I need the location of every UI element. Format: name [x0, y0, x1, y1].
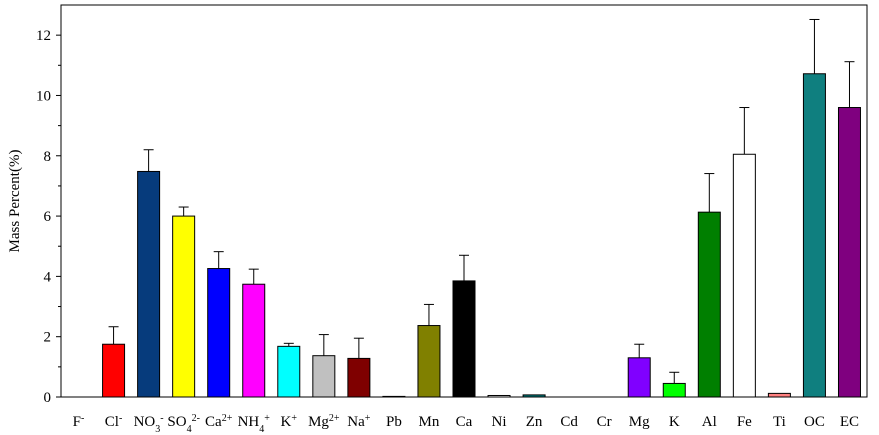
y-tick-label: 0 — [44, 390, 52, 406]
x-tick-label: Na+ — [347, 413, 371, 431]
x-tick-label: OC — [804, 414, 825, 430]
error-bar-no-ion-2 — [143, 149, 154, 172]
y-tick-label: 12 — [36, 28, 51, 44]
y-tick-label: 6 — [44, 209, 52, 225]
bar-mg-16 — [627, 357, 651, 398]
bar-k-17 — [662, 382, 686, 398]
x-tick-label: Mn — [419, 414, 440, 430]
x-tick-label: Ca — [456, 414, 473, 430]
x-tick-label: NH4+ — [238, 413, 271, 435]
y-tick-label: 2 — [44, 330, 52, 346]
x-tick-label: Al — [702, 414, 717, 430]
error-bar-ec-22 — [844, 61, 855, 108]
x-tick-label: Fe — [737, 414, 752, 430]
y-axis-ticks: 0 2 4 6 8 10 12 — [36, 28, 61, 406]
error-bar-k-ion-6 — [283, 342, 294, 347]
bar-mg-ion-7 — [312, 355, 336, 398]
y-tick-label: 4 — [44, 269, 52, 285]
x-tick-label: Cr — [597, 414, 612, 430]
y-tick-label: 10 — [36, 88, 51, 104]
plot-frame — [60, 4, 868, 398]
x-tick-label: SO42- — [167, 413, 200, 435]
x-tick-label: Cl- — [105, 413, 123, 431]
x-tick-label: NO3- — [134, 413, 164, 435]
error-bar-al-18 — [704, 173, 715, 213]
bar-mn-10 — [417, 325, 441, 398]
error-bar-cl-ion-1 — [108, 326, 119, 345]
x-tick-label: Ti — [773, 414, 786, 430]
x-tick-label: Mg2+ — [308, 413, 340, 431]
x-tick-label: Ni — [492, 414, 507, 430]
error-bar-fe-19 — [739, 107, 750, 155]
bar-nh-ion-5 — [242, 283, 266, 398]
bar-so-ion-3 — [172, 215, 196, 398]
error-bar-ca-ion-4 — [213, 251, 224, 269]
error-bar-na-ion-8 — [353, 337, 364, 359]
error-bar-oc-21 — [809, 18, 820, 74]
x-tick-label: Pb — [386, 414, 402, 430]
bar-ca-ion-4 — [207, 268, 231, 398]
bar-k-ion-6 — [277, 345, 301, 398]
bar-ti-20 — [767, 392, 791, 398]
bar-al-18 — [697, 211, 721, 398]
error-bar-mn-10 — [423, 303, 434, 326]
bar-na-ion-8 — [347, 357, 371, 398]
bar-no-ion-2 — [137, 170, 161, 398]
x-tick-label: F- — [73, 413, 85, 431]
y-axis-label: Mass Percent(%) — [7, 150, 23, 253]
error-bar-mg-16 — [634, 343, 645, 358]
x-tick-label: Ca2+ — [205, 413, 233, 431]
error-bar-ca-11 — [459, 254, 469, 281]
error-bar-nh-ion-5 — [248, 268, 259, 285]
x-tick-label: K+ — [281, 413, 298, 431]
plot-area — [60, 4, 868, 398]
x-axis-ticks: F- Cl- NO3- SO42- Ca2+ NH4+ K+ Mg2+ Na+ Pb Mn Ca Ni Z… — [73, 413, 859, 435]
x-tick-label: K — [669, 414, 680, 430]
error-bar-k-17 — [669, 371, 680, 384]
x-tick-label: Zn — [526, 414, 543, 430]
x-tick-label: EC — [840, 414, 859, 430]
y-tick-label: 8 — [44, 149, 52, 165]
x-tick-label: Mg — [629, 414, 650, 430]
bar-cl-ion-1 — [102, 343, 126, 398]
error-bar-mg-ion-7 — [318, 334, 329, 356]
x-tick-label: Cd — [560, 414, 578, 430]
bar-ca-11 — [452, 280, 476, 398]
error-bar-so-ion-3 — [178, 206, 189, 217]
bar-fe-19 — [732, 153, 756, 398]
bar-oc-21 — [802, 73, 826, 398]
bar-ec-22 — [837, 107, 861, 398]
